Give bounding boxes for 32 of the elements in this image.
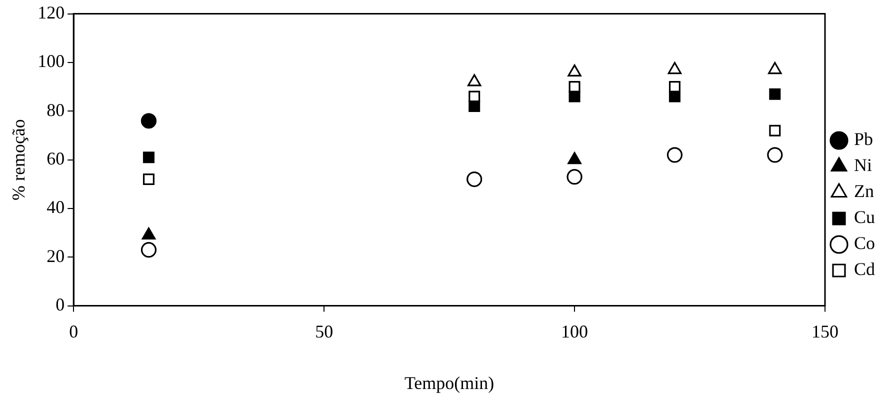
point xyxy=(142,174,154,186)
y-tick-label: 100 xyxy=(38,51,65,72)
y-tick-label: 20 xyxy=(46,246,65,266)
legend-label: Cd xyxy=(854,259,876,280)
point xyxy=(140,113,157,129)
point xyxy=(566,169,582,185)
legend-label: Co xyxy=(854,233,876,254)
x-axis-title: Tempo(min) xyxy=(404,372,494,393)
point xyxy=(666,147,683,163)
point xyxy=(466,171,482,188)
point xyxy=(769,124,781,136)
point xyxy=(568,90,580,102)
point xyxy=(769,88,781,100)
x-tick-label: 50 xyxy=(315,321,334,342)
point xyxy=(668,90,680,102)
point xyxy=(142,152,154,164)
y-tick-label: 60 xyxy=(46,148,65,169)
point xyxy=(468,100,480,112)
x-tick-label: 0 xyxy=(69,321,78,342)
legend-label: Cu xyxy=(854,207,876,228)
point xyxy=(140,242,157,258)
y-tick-label: 40 xyxy=(46,197,65,218)
y-tick-label: 80 xyxy=(46,100,65,120)
legend-label: Ni xyxy=(854,155,872,176)
x-tick-label: 150 xyxy=(811,321,838,342)
y-axis-title: % remoção xyxy=(8,119,29,201)
legend-label: Zn xyxy=(854,181,874,202)
legend-label: Pb xyxy=(854,129,874,150)
point xyxy=(767,147,783,163)
x-tick-label: 100 xyxy=(561,321,588,342)
y-tick-label: 0 xyxy=(56,294,65,315)
y-tick-label: 120 xyxy=(38,2,65,23)
